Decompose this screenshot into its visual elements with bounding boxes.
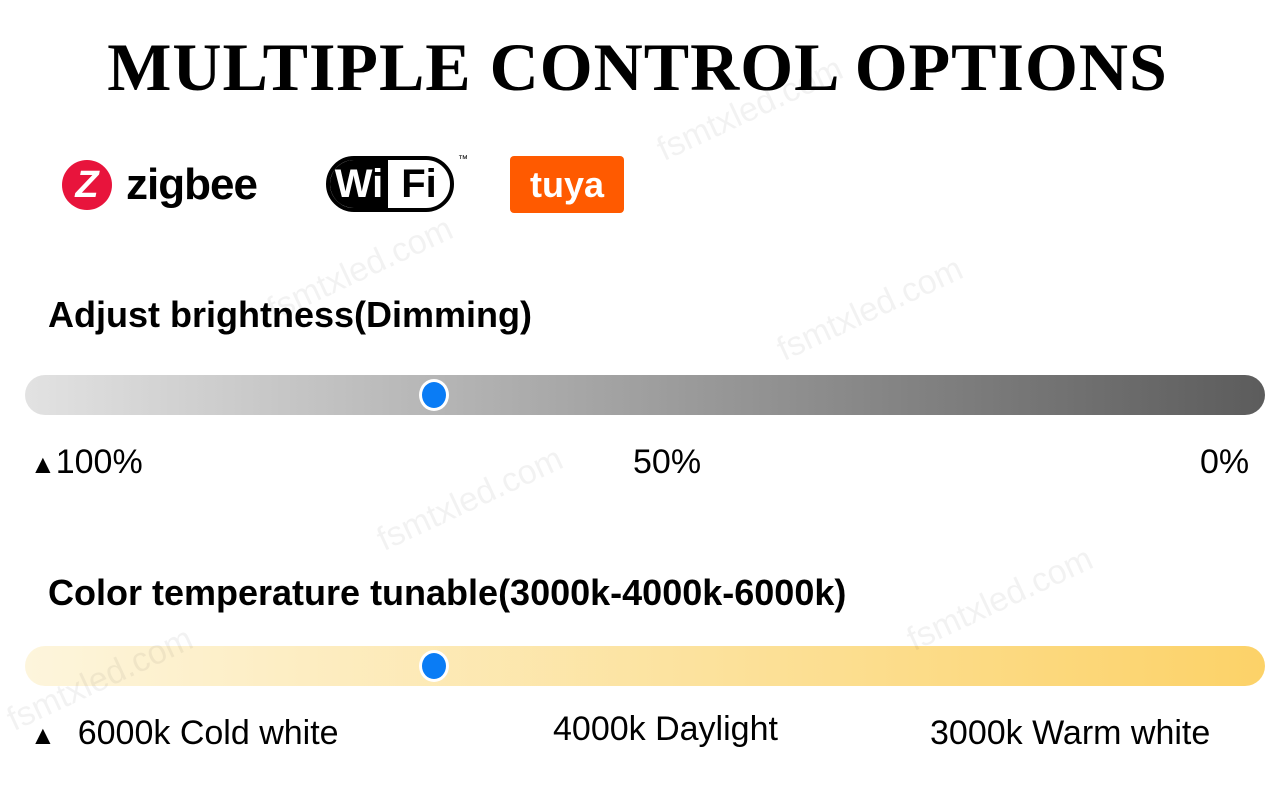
zigbee-text: zigbee	[126, 160, 258, 209]
watermark: fsmtxled.com	[771, 249, 969, 369]
brightness-slider-thumb[interactable]	[419, 379, 450, 411]
color-temp-label-4000k: 4000k Daylight	[553, 710, 778, 748]
watermark: fsmtxled.com	[371, 439, 569, 559]
color-temp-label-3000k: 3000k Warm white	[930, 714, 1211, 752]
zigbee-icon	[62, 160, 112, 210]
color-temp-slider[interactable]	[25, 646, 1265, 686]
brightness-label-100: ▲100%	[30, 443, 143, 481]
brightness-label-50: 50%	[633, 443, 702, 481]
page-title: MULTIPLE CONTROL OPTIONS	[107, 29, 1168, 105]
color-temp-slider-thumb[interactable]	[419, 650, 450, 682]
wifi-wi: Wi	[330, 160, 388, 208]
color-temp-label-6000k: ▲ 6000k Cold white	[30, 714, 339, 752]
zigbee-logo: zigbee	[62, 160, 258, 210]
wifi-fi: Fi	[401, 161, 437, 206]
wifi-logo: Wi Fi	[326, 156, 454, 212]
watermark: fsmtxled.com	[901, 539, 1099, 659]
color-temp-heading: Color temperature tunable(3000k-4000k-60…	[48, 572, 847, 613]
tuya-logo: tuya	[510, 156, 624, 213]
triangle-up-icon: ▲	[30, 720, 56, 750]
triangle-up-icon: ▲	[30, 449, 56, 479]
trademark: ™	[458, 154, 468, 165]
brightness-heading: Adjust brightness(Dimming)	[48, 294, 532, 335]
brightness-slider[interactable]	[25, 375, 1265, 415]
brightness-label-0: 0%	[1200, 443, 1250, 481]
